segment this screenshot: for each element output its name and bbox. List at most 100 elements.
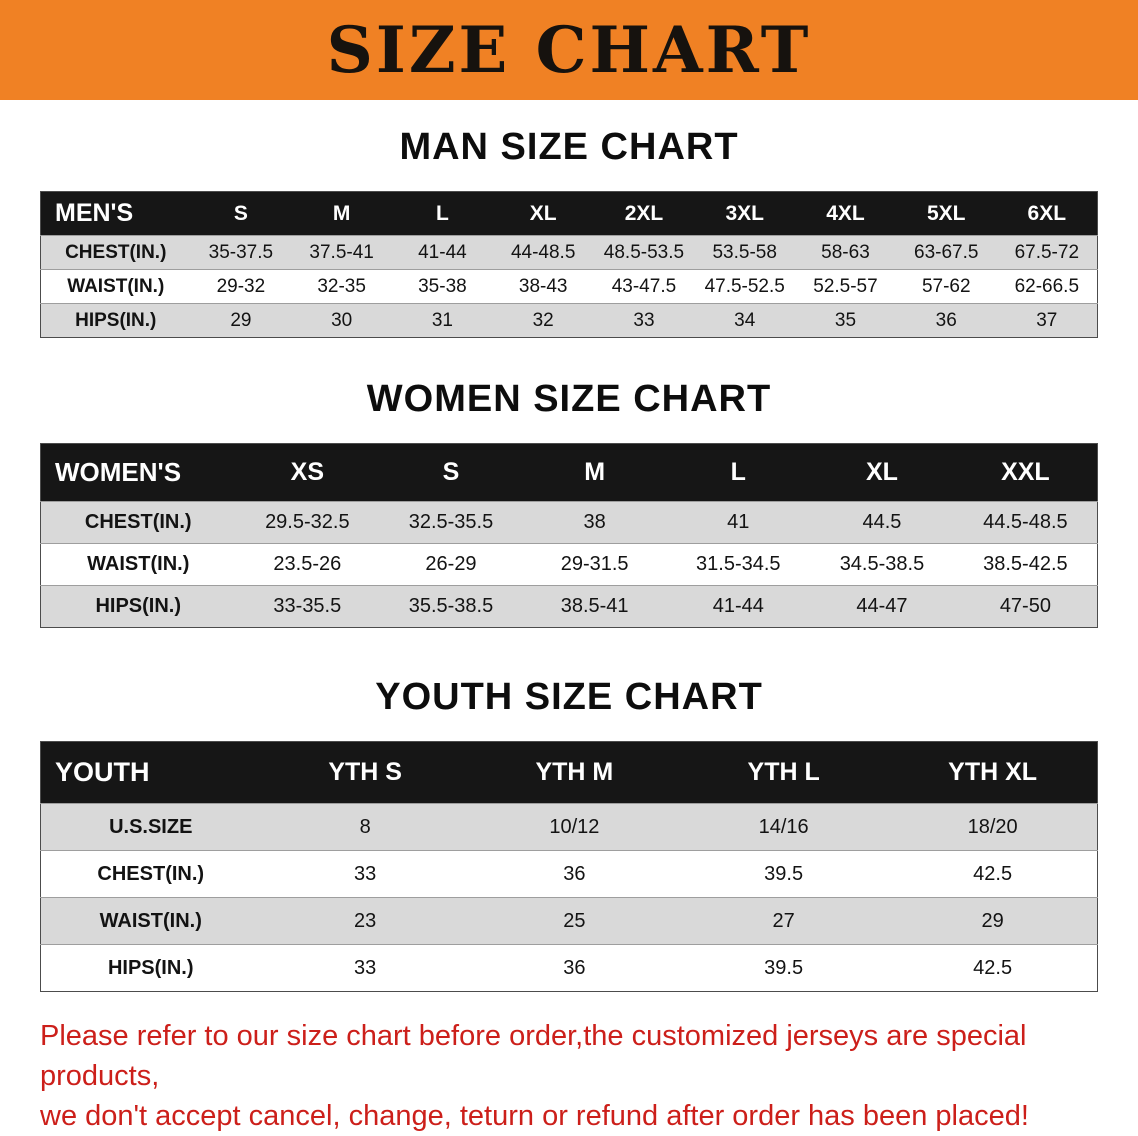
- table-cell: 41: [727, 511, 750, 533]
- table-row: WAIST(IN.) 29-32 32-35 35-38 38-43 43-47.5 47.…: [40, 269, 1098, 304]
- table-cell: 53.5-58: [712, 241, 777, 263]
- table-row: HIPS(IN.) 33-35.5 35.5-38.5 38.5-41 41-44 44-…: [40, 585, 1098, 628]
- column-header: XL: [492, 191, 594, 236]
- table-header-row: MEN'S S M L XL 2XL 3XL 4XL 5XL 6XL: [40, 191, 1098, 236]
- table-cell: 23.5-26: [273, 553, 342, 575]
- table-cell: 29.5-32.5: [265, 511, 350, 533]
- table-cell: 30: [331, 309, 353, 331]
- table-cell: 34: [734, 309, 756, 331]
- column-header: 5XL: [895, 191, 997, 236]
- table-cell: 38.5-42.5: [983, 553, 1068, 575]
- table-header-row: WOMEN'S XS S M L XL XXL: [40, 443, 1098, 502]
- table-cell: 35.5-38.5: [408, 595, 494, 617]
- table-cell: 62-66.5: [1014, 275, 1080, 297]
- column-header: XS: [235, 443, 380, 502]
- column-header: XL: [810, 443, 954, 502]
- note-line-1: Please refer to our size chart before or…: [40, 1020, 1027, 1093]
- table-cell: 41-44: [712, 595, 764, 617]
- table-cell: 39.5: [764, 956, 804, 979]
- table-cell: 8: [359, 815, 371, 838]
- row-label: CHEST(IN.): [84, 511, 192, 533]
- table-cell: 35-37.5: [208, 241, 274, 263]
- table-cell: 35: [834, 309, 857, 331]
- table-cell: 47.5-52.5: [704, 275, 785, 297]
- table-cell: 39.5: [764, 862, 804, 885]
- row-label: WAIST(IN.): [67, 275, 165, 297]
- column-header: YTH S: [260, 741, 470, 804]
- footer-note: Please refer to our size chart before or…: [40, 1016, 1098, 1136]
- column-header: YTH L: [679, 741, 889, 804]
- table-cell: 37: [1036, 309, 1058, 331]
- banner: SIZE CHART: [0, 0, 1138, 100]
- man-size-chart-heading: MAN SIZE CHART: [399, 126, 739, 168]
- note-line-2: we don't accept cancel, change, teturn o…: [40, 1100, 1029, 1133]
- table-cell: 44.5-48.5: [983, 511, 1068, 533]
- column-header: M: [291, 191, 393, 236]
- column-header: S: [379, 443, 523, 502]
- table-cell: 29: [230, 309, 252, 331]
- table-row: CHEST(IN.) 29.5-32.5 32.5-35.5 38 41 44.5 44.5…: [40, 501, 1098, 544]
- column-header: 6XL: [996, 191, 1098, 236]
- table-group-label: MEN'S: [40, 191, 191, 236]
- table-cell: 14/16: [758, 815, 809, 838]
- table-cell: 25: [563, 909, 586, 932]
- row-label: U.S.SIZE: [109, 815, 193, 838]
- table-cell: 44-48.5: [510, 241, 576, 263]
- row-label: HIPS(IN.): [95, 595, 182, 617]
- table-cell: 33-35.5: [273, 595, 342, 617]
- table-cell: 31.5-34.5: [696, 553, 781, 575]
- table-group-label: WOMEN'S: [40, 443, 236, 502]
- youth-size-chart-heading: YOUTH SIZE CHART: [375, 676, 763, 718]
- table-cell: 44.5: [862, 511, 902, 533]
- youth-size-section: YOUTH SIZE CHART YOUTH YTH S YTH M YTH L YTH…: [0, 676, 1138, 992]
- men-size-table: MEN'S S M L XL 2XL 3XL 4XL 5XL 6XL CHEST(IN.) 35-37…: [40, 191, 1098, 338]
- table-cell: 27: [772, 909, 795, 932]
- women-size-table: WOMEN'S XS S M L XL XXL CHEST(IN.) 29.5-32.5 32.5…: [40, 443, 1098, 628]
- row-label: CHEST(IN.): [97, 862, 205, 885]
- table-cell: 38.5-41: [560, 595, 629, 617]
- size-table: MEN'S S M L XL 2XL 3XL 4XL 5XL 6XL CHEST(IN.) 35-37…: [40, 191, 1098, 338]
- size-charts: MAN SIZE CHART MEN'S S M L XL 2XL 3XL 4XL 5XL 6XL…: [0, 126, 1138, 992]
- table-row: WAIST(IN.) 23.5-26 26-29 29-31.5 31.5-34.5 34…: [40, 543, 1098, 586]
- table-row: CHEST(IN.) 35-37.5 37.5-41 41-44 44-48.5 48.5…: [40, 235, 1098, 270]
- size-table: YOUTH YTH S YTH M YTH L YTH XL U.S.SIZE 8 10/12…: [40, 741, 1098, 992]
- table-cell: 36: [563, 862, 586, 885]
- women-size-section: WOMEN SIZE CHART WOMEN'S XS S M L XL XXL CHEST(…: [0, 378, 1138, 628]
- table-cell: 58-63: [821, 241, 870, 263]
- column-header: L: [666, 443, 811, 502]
- table-cell: 42.5: [973, 956, 1013, 979]
- table-cell: 26-29: [425, 553, 477, 575]
- table-cell: 67.5-72: [1014, 241, 1080, 263]
- table-cell: 29: [981, 909, 1004, 932]
- table-cell: 36: [935, 309, 957, 331]
- table-cell: 29-31.5: [560, 553, 629, 575]
- column-header: 4XL: [795, 191, 896, 236]
- column-header: L: [392, 191, 493, 236]
- table-cell: 23: [354, 909, 377, 932]
- table-cell: 31: [431, 309, 453, 331]
- table-cell: 44-47: [856, 595, 908, 617]
- men-size-section: MAN SIZE CHART MEN'S S M L XL 2XL 3XL 4XL 5XL 6XL…: [0, 126, 1138, 338]
- column-header: M: [522, 443, 667, 502]
- table-cell: 32-35: [317, 275, 366, 297]
- row-label: WAIST(IN.): [99, 909, 202, 932]
- column-header: XXL: [953, 443, 1098, 502]
- table-cell: 57-62: [921, 275, 971, 297]
- column-header: YTH XL: [888, 741, 1098, 804]
- table-cell: 35-38: [418, 275, 467, 297]
- row-label: HIPS(IN.): [75, 309, 157, 331]
- table-row: HIPS(IN.) 29 30 31 32 33 34 35 36 37: [40, 303, 1098, 338]
- size-table: WOMEN'S XS S M L XL XXL CHEST(IN.) 29.5-32.5 32.5…: [40, 443, 1098, 628]
- table-header-row: YOUTH YTH S YTH M YTH L YTH XL: [40, 741, 1098, 804]
- table-row: WAIST(IN.) 23 25 27 29: [40, 897, 1098, 945]
- table-cell: 33: [354, 956, 377, 979]
- row-label: HIPS(IN.): [107, 956, 194, 979]
- table-cell: 38: [583, 511, 606, 533]
- column-header: YTH M: [469, 741, 679, 804]
- table-cell: 10/12: [549, 815, 600, 838]
- table-row: HIPS(IN.) 33 36 39.5 42.5: [40, 944, 1098, 992]
- row-label: CHEST(IN.): [65, 241, 167, 263]
- table-cell: 34.5-38.5: [839, 553, 925, 575]
- row-label: WAIST(IN.): [87, 553, 190, 575]
- table-cell: 37.5-41: [309, 241, 374, 263]
